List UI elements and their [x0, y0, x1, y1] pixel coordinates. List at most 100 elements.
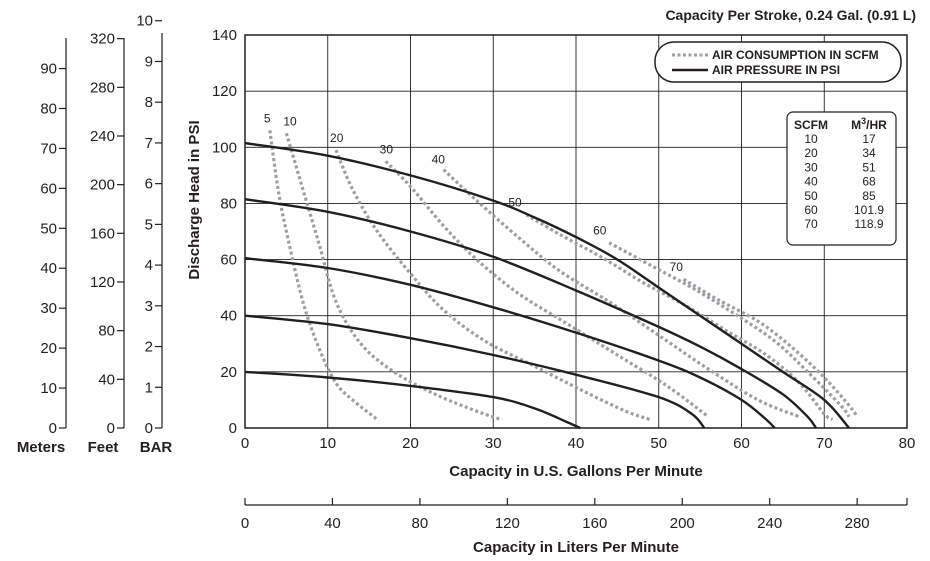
secondary-y-tick-label: 0 [49, 420, 57, 437]
secondary-y-tick-label: 240 [90, 128, 115, 145]
secondary-y-tick-label: 120 [90, 274, 115, 291]
table-cell-m3hr: 51 [862, 160, 876, 174]
secondary-y-tick-label: 60 [40, 180, 57, 197]
table-cell-m3hr: 85 [862, 189, 876, 203]
secondary-y-axes: 0102030405060708090Meters040801201602002… [17, 13, 173, 456]
chart-title: Capacity Per Stroke, 0.24 Gal. (0.91 L) [665, 7, 916, 23]
plot-grid [245, 35, 907, 428]
secondary-y-axis-label: BAR [140, 439, 173, 456]
table-cell-m3hr: 17 [862, 132, 876, 146]
plot-frame [244, 34, 908, 429]
secondary-y-tick-label: 30 [40, 300, 57, 317]
legend-air-label: AIR CONSUMPTION IN SCFM [712, 48, 879, 62]
y-tick-label: 40 [220, 308, 237, 325]
air-consumption-label: 70 [670, 260, 684, 274]
table-cell-m3hr: 68 [862, 175, 876, 189]
table-header-scfm: SCFM [794, 118, 828, 132]
x-tick-label: 10 [319, 435, 336, 452]
secondary-y-tick-label: 8 [145, 94, 153, 111]
x-tick-label: 60 [733, 435, 750, 452]
liters-axis-label: Capacity in Liters Per Minute [473, 539, 679, 556]
secondary-y-tick-label: 0 [145, 420, 153, 437]
secondary-y-tick-label: 40 [98, 371, 115, 388]
secondary-y-axis: 0 40 80 120 160 200 240 280 320 Feet [88, 31, 125, 456]
table-cell-scfm: 60 [804, 203, 818, 217]
x-tick-label: 20 [402, 435, 419, 452]
y-tick-label: 140 [212, 27, 237, 44]
y-axis-label: Discharge Head in PSI [186, 120, 203, 279]
air-consumption-label: 20 [330, 131, 344, 145]
secondary-y-tick-label: 6 [145, 176, 153, 193]
air-consumption-line [334, 149, 652, 422]
x-tick-label: 40 [568, 435, 585, 452]
secondary-y-tick-label: 200 [90, 177, 115, 194]
secondary-y-tick-label: 1 [145, 379, 153, 396]
air-consumption-line [608, 241, 851, 418]
air-consumption-line [284, 132, 503, 422]
secondary-y-tick-label: 160 [90, 225, 115, 242]
secondary-y-tick-label: 10 [40, 380, 57, 397]
legend-box [654, 41, 902, 83]
liters-tick-label: 0 [241, 515, 249, 532]
secondary-y-axis-label: Feet [88, 439, 119, 456]
table-cell-scfm: 10 [804, 132, 818, 146]
table-header-m3hr: M3/HR [851, 116, 887, 132]
x-tick-label: 0 [241, 435, 249, 452]
y-tick-label: 120 [212, 83, 237, 100]
secondary-y-tick-label: 7 [145, 135, 153, 152]
x-tick-label: 30 [485, 435, 502, 452]
y-tick-label: 0 [229, 420, 237, 437]
secondary-y-tick-label: 4 [145, 257, 153, 274]
table-cell-m3hr: 118.9 [854, 217, 883, 231]
table-cell-m3hr: 101.9 [854, 203, 884, 217]
table-cell-scfm: 20 [804, 146, 818, 160]
table-cell-scfm: 40 [804, 175, 818, 189]
air-consumption-line [525, 213, 834, 422]
secondary-y-tick-label: 20 [40, 340, 57, 357]
secondary-y-tick-label: 80 [40, 100, 57, 117]
liters-tick-label: 80 [412, 515, 429, 532]
air-consumption-line [384, 160, 710, 419]
air-consumption-labels: 5 10 20 30 40 50 60 70 [264, 111, 683, 274]
air-pressure-line [244, 198, 817, 429]
liters-tick-label: 160 [582, 515, 607, 532]
secondary-y-tick-label: 90 [40, 61, 57, 78]
air-pressure-line [244, 141, 851, 429]
air-consumption-curves [268, 130, 859, 422]
secondary-y-tick-label: 2 [145, 339, 153, 356]
x-tick-label: 50 [650, 435, 667, 452]
air-consumption-line [442, 168, 801, 419]
liters-tick-label: 40 [324, 515, 341, 532]
secondary-y-axis: 0 1 2 3 4 5 6 7 8 9 10 BAR [136, 13, 172, 456]
secondary-y-tick-label: 10 [136, 13, 153, 30]
secondary-y-tick-label: 320 [90, 31, 115, 48]
x-tick-label: 70 [816, 435, 833, 452]
secondary-y-axis: 0 10 20 30 40 50 60 70 80 90 Meters [17, 38, 67, 456]
secondary-y-tick-label: 5 [145, 216, 153, 233]
secondary-y-tick-label: 80 [98, 323, 115, 340]
secondary-y-tick-label: 0 [107, 420, 115, 437]
secondary-y-tick-label: 40 [40, 260, 57, 277]
secondary-y-tick-label: 9 [145, 53, 153, 70]
air-pressure-line [244, 257, 776, 429]
liters-axis: 0 40 80 120 160 200 240 280 [241, 498, 908, 532]
secondary-y-axis-label: Meters [17, 439, 65, 456]
liters-tick-label: 280 [845, 515, 870, 532]
conversion-table: SCFM M3/HR 10 17 20 34 30 51 40 68 50 85 60 101.9 70… [786, 111, 897, 246]
table-cell-m3hr: 34 [862, 146, 876, 160]
air-consumption-line [682, 277, 859, 418]
air-pressure-curves [244, 141, 851, 430]
y-axis-ticks: 0 20 40 60 80 100 120 140 [212, 27, 237, 437]
liters-tick-label: 240 [757, 515, 782, 532]
secondary-y-tick-label: 280 [90, 79, 115, 96]
air-pressure-line [244, 314, 706, 429]
liters-tick-label: 200 [670, 515, 695, 532]
y-tick-label: 20 [220, 364, 237, 381]
table-cell-scfm: 30 [804, 160, 818, 174]
air-consumption-label: 50 [508, 196, 522, 210]
air-consumption-label: 10 [283, 114, 297, 128]
x-axis-label: Capacity in U.S. Gallons Per Minute [449, 463, 702, 480]
air-consumption-label: 60 [593, 224, 607, 238]
liters-tick-label: 120 [495, 515, 520, 532]
